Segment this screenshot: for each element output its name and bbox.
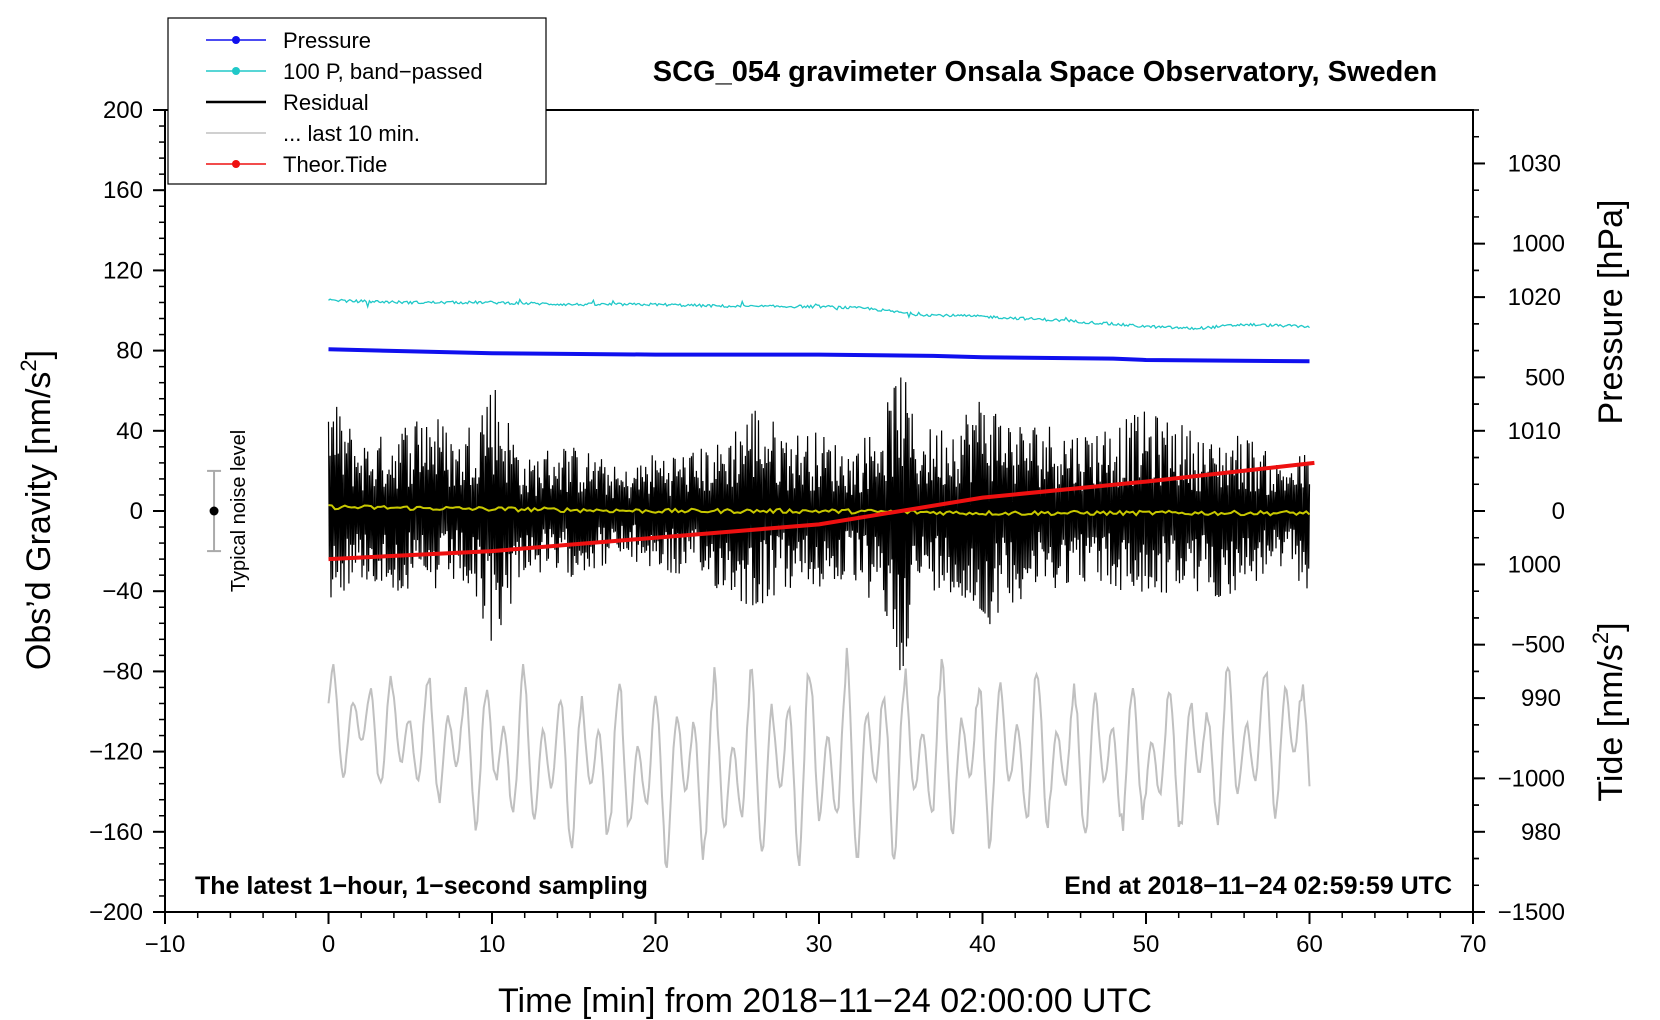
tide-tick-label: −1000 (1498, 765, 1565, 792)
pressure-tick-label: 990 (1521, 685, 1561, 712)
noise-level-label: Typical noise level (228, 430, 250, 592)
pressure-axis-label: Pressure [hPa] (1592, 200, 1630, 425)
legend-label: Residual (283, 90, 369, 115)
y-tick-label: 40 (116, 418, 143, 445)
x-tick-label: 30 (806, 931, 833, 958)
annotation-end-time: End at 2018−11−24 02:59:59 UTC (1064, 872, 1452, 900)
x-tick-label: 70 (1460, 931, 1487, 958)
x-axis-label: Time [min] from 2018−11−24 02:00:00 UTC (498, 982, 1152, 1020)
y-tick-label: −80 (102, 658, 143, 685)
series-band-passed (328, 297, 1310, 331)
data-layer: Typical noise level (207, 297, 1315, 869)
chart-title: SCG_054 gravimeter Onsala Space Observat… (653, 56, 1437, 88)
pressure-tick-label: 980 (1521, 819, 1561, 846)
pressure-tick-label: 1010 (1508, 418, 1561, 445)
tide-axis-label-close: ] (1592, 622, 1630, 631)
y-tick-label: 120 (103, 257, 143, 284)
series-last-10-min (327, 647, 1311, 869)
legend-marker (232, 67, 240, 75)
pressure-tick-label: 1020 (1508, 284, 1561, 311)
x-tick-label: 60 (1296, 931, 1323, 958)
y-tick-label: −200 (89, 899, 143, 926)
tide-tick-label: −500 (1511, 632, 1565, 659)
legend-label: ... last 10 min. (283, 121, 420, 146)
x-tick-label: 20 (642, 931, 669, 958)
annotation-sampling: The latest 1−hour, 1−second sampling (195, 872, 648, 900)
series-theoretical-tide (328, 460, 1315, 562)
legend-label: Pressure (283, 28, 371, 53)
tide-tick-label: 500 (1525, 364, 1565, 391)
y-tick-label: −40 (102, 578, 143, 605)
axes: −10 0 10 20 30 40 50 60 70−200−160−120−80−400408… (89, 97, 1565, 958)
legend-label: Theor.Tide (283, 152, 387, 177)
series-residual-smoothed (328, 504, 1311, 517)
tide-tick-label: 0 (1552, 498, 1565, 525)
noise-bar-center (209, 506, 219, 516)
x-tick-label: 10 (479, 931, 506, 958)
x-tick-label: −10 (145, 931, 186, 958)
legend-label: 100 P, band−passed (283, 59, 483, 84)
legend-marker (232, 160, 240, 168)
tide-tick-label: 1000 (1512, 231, 1565, 258)
series-residual (327, 377, 1311, 671)
y-axis-label-close: ] (20, 350, 58, 359)
tide-axis-label-text: Tide [nm/s (1592, 644, 1630, 801)
series-pressure (328, 347, 1310, 364)
tide-tick-label: −1500 (1498, 899, 1565, 926)
legend: Pressure 100 P, band−passed Residual ... la… (167, 17, 547, 185)
legend-marker (232, 36, 240, 44)
x-tick-label: 50 (1133, 931, 1160, 958)
y-tick-label: 80 (116, 338, 143, 365)
x-tick-label: 40 (969, 931, 996, 958)
y-tick-label: −120 (89, 739, 143, 766)
y-axis-label: Obs’d Gravity [nm/s2] (16, 350, 58, 670)
y-tick-label: 160 (103, 177, 143, 204)
x-tick-label: 0 (322, 931, 335, 958)
y-axis-label-sup: 2 (16, 359, 41, 371)
tide-axis-label: Tide [nm/s2] (1588, 622, 1630, 801)
y-tick-label: 0 (130, 498, 143, 525)
y-tick-label: 200 (103, 97, 143, 124)
pressure-tick-label: 1030 (1508, 150, 1561, 177)
y-axis-label-text: Obs’d Gravity [nm/s (20, 372, 58, 671)
pressure-tick-label: 1000 (1508, 551, 1561, 578)
y-tick-label: −160 (89, 819, 143, 846)
tide-axis-label-sup: 2 (1588, 632, 1613, 644)
